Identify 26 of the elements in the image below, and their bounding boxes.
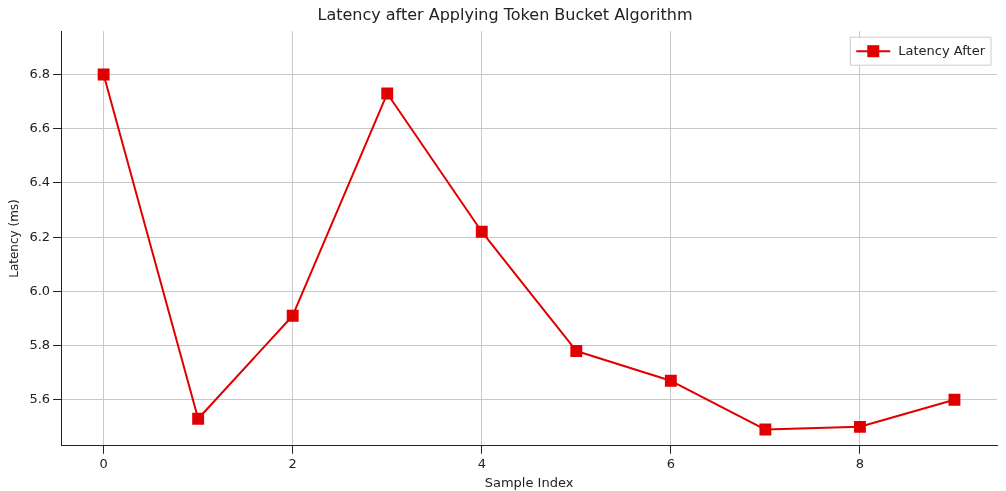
x-tick-label: 4 (477, 455, 486, 471)
y-tick-label: 6.0 (29, 282, 51, 298)
legend-label: Latency After (898, 42, 986, 58)
point (286, 309, 299, 322)
point (570, 345, 583, 357)
y-axis-title: Latency (ms) (7, 199, 22, 278)
point (97, 68, 110, 81)
point (381, 87, 394, 100)
point (664, 374, 677, 387)
x-tick-label: 0 (99, 455, 108, 471)
point (853, 420, 866, 433)
y-tick-label: 6.6 (29, 120, 51, 136)
y-tick-label: 6.4 (29, 174, 51, 190)
point (759, 423, 772, 436)
x-tick-label: 6 (666, 455, 675, 471)
chart-title: Latency after Applying Token Bucket Algorithm (317, 4, 693, 24)
point (475, 225, 488, 238)
x-tick-label: 8 (855, 455, 865, 471)
x-axis-title: Sample Index (484, 474, 574, 490)
point (948, 393, 961, 406)
y-tick-label: 6.2 (29, 228, 51, 244)
y-tick-label: 6.8 (29, 65, 51, 81)
point (192, 412, 205, 425)
y-tick-label: 5.6 (29, 391, 51, 407)
y-tick-label: 5.8 (29, 336, 51, 352)
x-tick-label: 2 (288, 455, 297, 471)
